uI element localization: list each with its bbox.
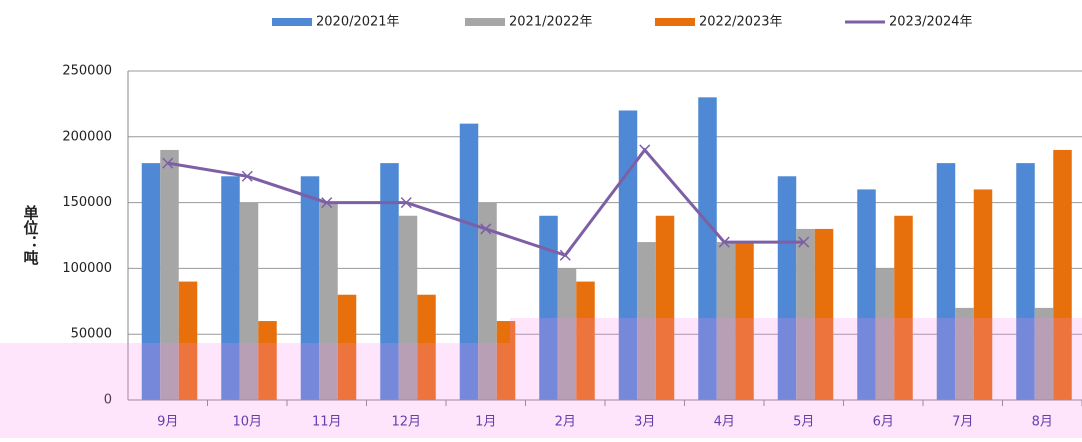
bar	[1016, 163, 1035, 400]
marker	[480, 223, 492, 235]
bar	[1034, 307, 1054, 400]
marker	[321, 197, 333, 209]
legend-swatch	[465, 18, 505, 26]
bar	[380, 163, 399, 400]
bar	[557, 268, 577, 400]
bar	[894, 215, 913, 400]
bar	[973, 189, 993, 400]
y-tick-label: 250000	[62, 64, 112, 79]
x-tick-label: 12月	[391, 415, 421, 430]
legend-label: 2021/2022年	[509, 15, 593, 30]
x-tick-label: 5月	[793, 415, 814, 430]
marker	[718, 236, 730, 248]
bar	[239, 202, 259, 400]
bar	[319, 202, 338, 400]
bar	[655, 215, 675, 400]
bar	[618, 110, 638, 400]
bar	[637, 242, 656, 400]
x-tick-label: 2月	[555, 415, 576, 430]
bar	[221, 176, 240, 400]
y-axis-label: 单位：吨	[22, 204, 40, 266]
legend-label: 2022/2023年	[699, 15, 783, 30]
x-tick-label: 9月	[157, 415, 178, 430]
bar	[496, 321, 516, 400]
x-tick-label: 6月	[873, 415, 894, 430]
y-tick-label: 0	[104, 393, 112, 408]
x-tick-label: 3月	[634, 415, 655, 430]
bar	[337, 294, 357, 400]
x-tick-label: 4月	[714, 415, 735, 430]
bar	[539, 215, 558, 400]
marker	[559, 249, 571, 261]
legend-swatch	[272, 18, 312, 26]
bar	[478, 202, 497, 400]
overlay	[0, 343, 510, 438]
bar	[814, 228, 834, 400]
bar	[398, 215, 418, 400]
bar	[777, 176, 797, 400]
bar	[716, 242, 736, 400]
bar	[1053, 149, 1072, 400]
overlay	[510, 318, 1082, 438]
bar	[576, 281, 595, 400]
marker	[162, 157, 174, 169]
bar	[955, 307, 974, 400]
bar	[735, 242, 754, 400]
bar	[160, 149, 179, 400]
y-tick-label: 150000	[62, 195, 112, 210]
marker	[798, 236, 810, 248]
bar	[698, 97, 717, 400]
x-tick-label: 8月	[1032, 415, 1053, 430]
bar	[857, 189, 876, 400]
y-tick-label: 50000	[71, 327, 112, 342]
x-tick-label: 7月	[952, 415, 973, 430]
bar	[875, 268, 895, 400]
bar	[936, 163, 956, 400]
legend-swatch	[655, 18, 695, 26]
x-tick-label: 10月	[232, 415, 262, 430]
marker	[241, 170, 253, 182]
y-tick-label: 100000	[62, 261, 112, 276]
x-tick-label: 1月	[475, 415, 496, 430]
bar	[258, 321, 277, 400]
legend-label: 2020/2021年	[316, 15, 400, 30]
marker	[400, 197, 412, 209]
y-tick-label: 200000	[62, 129, 112, 144]
bar	[796, 228, 815, 400]
bar	[417, 294, 436, 400]
marker	[639, 144, 651, 156]
legend-label: 2023/2024年	[889, 15, 973, 30]
bar	[459, 123, 479, 400]
bar	[300, 176, 320, 400]
bar	[178, 281, 198, 400]
bar	[141, 163, 161, 400]
x-tick-label: 11月	[312, 415, 342, 430]
